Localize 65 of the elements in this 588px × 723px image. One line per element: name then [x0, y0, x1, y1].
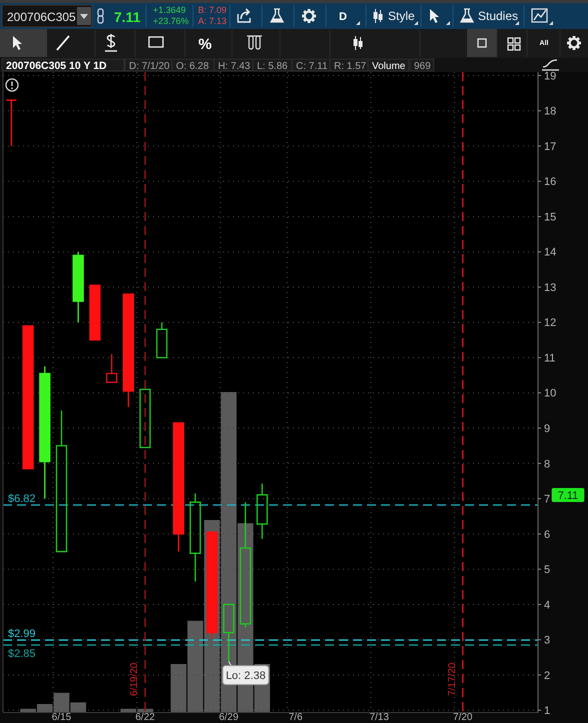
text: Studies — [478, 9, 518, 23]
annotation: R: 1.57 — [334, 61, 367, 72]
text: D — [339, 11, 348, 23]
text: % — [198, 36, 212, 53]
annotation: O: 6.28 — [176, 61, 210, 72]
candlestick — [89, 284, 101, 341]
text: +23.76% — [153, 16, 189, 26]
annotation: D: 7/1/20 — [129, 61, 170, 72]
candlestick — [39, 366, 50, 500]
x-tick-label: 7/20 — [453, 712, 473, 723]
candlestick — [172, 422, 184, 552]
annotation: Volume — [372, 61, 406, 72]
y-tick-label: 19 — [544, 70, 556, 82]
text: A: 7.13 — [198, 16, 227, 26]
y-tick-label: 9 — [544, 422, 550, 435]
annotation: L: 5.86 — [257, 61, 288, 72]
y-tick-label: 17 — [544, 140, 556, 153]
y-tick-label: 15 — [544, 211, 556, 224]
y-tick-label: 4 — [544, 599, 550, 612]
x-tick-label: 6/29 — [218, 712, 239, 723]
candlestick — [72, 251, 84, 324]
candlestick — [156, 322, 168, 358]
ref-line-label: 7/17/20 — [446, 662, 458, 696]
candlestick — [6, 100, 18, 147]
y-tick-label: 13 — [544, 282, 556, 294]
x-tick-label: 7/6 — [288, 712, 303, 723]
y-tick-label: 14 — [544, 246, 556, 259]
ref-line-label: $6.82 — [8, 493, 36, 506]
candlestick — [122, 294, 134, 408]
candlestick — [106, 353, 118, 383]
text: 200706C305 — [7, 10, 76, 24]
y-tick-label: 10 — [544, 388, 556, 400]
text: 7.11 — [114, 9, 141, 25]
candlestick — [240, 502, 252, 628]
x-tick-label: 6/15 — [52, 712, 72, 723]
y-tick-label: 16 — [544, 176, 556, 188]
y-tick-label: 2 — [544, 670, 550, 682]
text: +1.3649 — [153, 5, 186, 15]
y-tick-label: 12 — [544, 317, 556, 330]
ref-line-label: $2.99 — [8, 628, 36, 640]
y-tick-label: 18 — [544, 106, 556, 118]
text: 7.11 — [558, 490, 578, 502]
annotation: H: 7.43 — [218, 61, 251, 72]
y-tick-label: 5 — [544, 564, 550, 576]
ref-line-label: $2.85 — [8, 648, 36, 660]
annotation: C: 7.11 — [296, 61, 328, 72]
text: B: 7.09 — [198, 5, 227, 15]
text: Style — [388, 9, 416, 23]
y-tick-label: 7 — [544, 494, 550, 506]
candlestick — [206, 532, 218, 639]
y-tick-label: 3 — [544, 634, 550, 647]
y-tick-label: 6 — [544, 528, 550, 541]
chart-title: 200706C305 10 Y 1D — [6, 60, 108, 72]
y-tick-label: 11 — [544, 352, 556, 364]
candlestick — [22, 325, 34, 470]
y-tick-label: 1 — [544, 705, 550, 718]
y-tick-label: 8 — [544, 458, 550, 470]
x-tick-label: 6/22 — [135, 712, 156, 723]
annotation: 969 — [414, 61, 432, 72]
candlestick — [56, 410, 68, 552]
candlestick — [190, 492, 201, 582]
x-tick-label: 7/13 — [369, 712, 390, 723]
annotation: Lo: 2.38 — [226, 670, 266, 682]
candlestick — [256, 482, 268, 540]
ref-line-label: 6/19/20 — [129, 662, 140, 696]
